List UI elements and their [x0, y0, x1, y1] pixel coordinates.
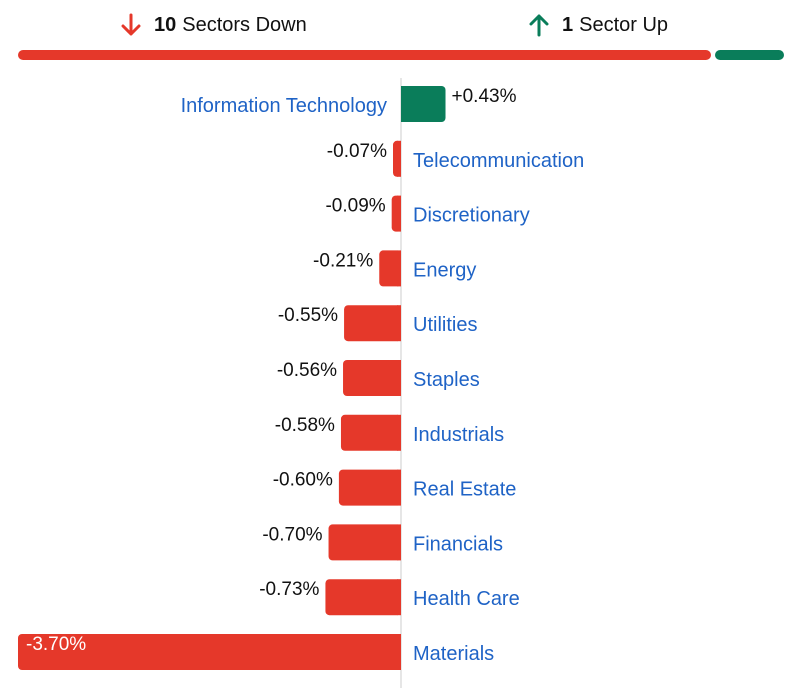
sectors-up-count: 1 [562, 13, 574, 36]
sectors-up-summary: 1 Sector Up [528, 10, 668, 40]
ratio-bar-down [18, 50, 711, 60]
bar-edge [401, 86, 405, 122]
sector-label: Health Care [413, 588, 520, 610]
sector-label: Information Technology [181, 95, 387, 117]
value-label: -0.09% [325, 196, 385, 217]
sectors-down-count: 10 [154, 13, 177, 36]
sector-label: Real Estate [413, 479, 516, 501]
bar [401, 86, 446, 122]
value-label: -0.56% [277, 360, 337, 381]
value-label: -0.58% [275, 415, 335, 436]
value-label: -0.55% [278, 305, 338, 326]
bar-edge [397, 250, 401, 287]
arrow-up-icon [529, 14, 549, 37]
sector-label: Financials [413, 533, 503, 555]
bar-edge [397, 524, 401, 561]
value-label: -0.60% [273, 470, 333, 491]
bar [340, 414, 401, 451]
sector-label: Industrials [413, 424, 504, 446]
bar-edge [397, 305, 401, 342]
bar [18, 634, 401, 670]
bar-edge [397, 360, 401, 396]
sectors-down-label: Sectors Down [182, 13, 307, 36]
sector-label: Energy [413, 259, 476, 281]
bar-edge [397, 414, 401, 451]
sector-label: Discretionary [413, 205, 530, 227]
value-label: +0.43% [452, 86, 517, 107]
ratio-bar-up [714, 50, 784, 60]
bar [379, 250, 401, 287]
value-label: -0.73% [259, 579, 319, 600]
arrow-down-icon [121, 13, 141, 36]
sector-label: Staples [413, 369, 480, 391]
sector-label: Telecommunication [413, 150, 584, 172]
bar [325, 579, 401, 616]
bar-edge [397, 140, 401, 177]
sectors-down-summary: 10 Sectors Down [120, 10, 307, 40]
sector-label: Utilities [413, 314, 477, 336]
bar [344, 305, 401, 342]
sector-label: Materials [413, 643, 494, 665]
bar [338, 469, 401, 506]
bar [343, 360, 401, 396]
value-label: -0.07% [327, 141, 387, 162]
sectors-up-label: Sector Up [579, 13, 669, 36]
bar-edge [397, 195, 401, 232]
bar-edge [397, 634, 401, 670]
bar [328, 524, 401, 561]
value-label: -0.21% [313, 250, 373, 271]
value-label: -3.70% [26, 634, 86, 655]
bar-edge [397, 469, 401, 506]
value-label: -0.70% [262, 524, 322, 545]
bar-edge [397, 579, 401, 616]
